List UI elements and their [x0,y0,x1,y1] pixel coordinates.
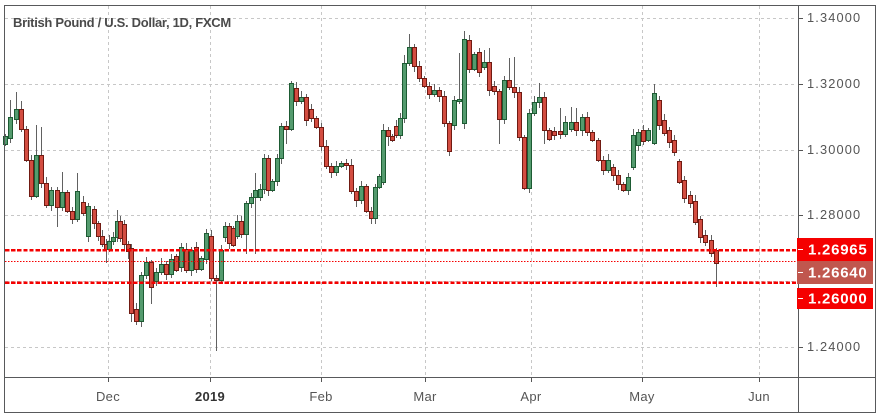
svg-text:Dec: Dec [96,389,120,404]
svg-text:1.30000: 1.30000 [807,142,861,157]
svg-text:1.26000: 1.26000 [808,291,867,308]
svg-text:Jun: Jun [748,389,770,404]
svg-text:British Pound / U.S. Dollar, 1: British Pound / U.S. Dollar, 1D, FXCM [13,15,231,30]
svg-text:1.32000: 1.32000 [807,76,861,91]
svg-text:Apr: Apr [520,389,542,404]
svg-text:1.34000: 1.34000 [807,10,861,25]
svg-text:May: May [629,389,655,404]
svg-text:Mar: Mar [413,389,437,404]
svg-text:1.26640: 1.26640 [808,265,867,282]
svg-text:1.28000: 1.28000 [807,207,861,222]
svg-text:2019: 2019 [195,389,225,404]
svg-text:1.24000: 1.24000 [807,339,861,354]
svg-text:1.26965: 1.26965 [808,242,867,259]
svg-text:Feb: Feb [309,389,332,404]
